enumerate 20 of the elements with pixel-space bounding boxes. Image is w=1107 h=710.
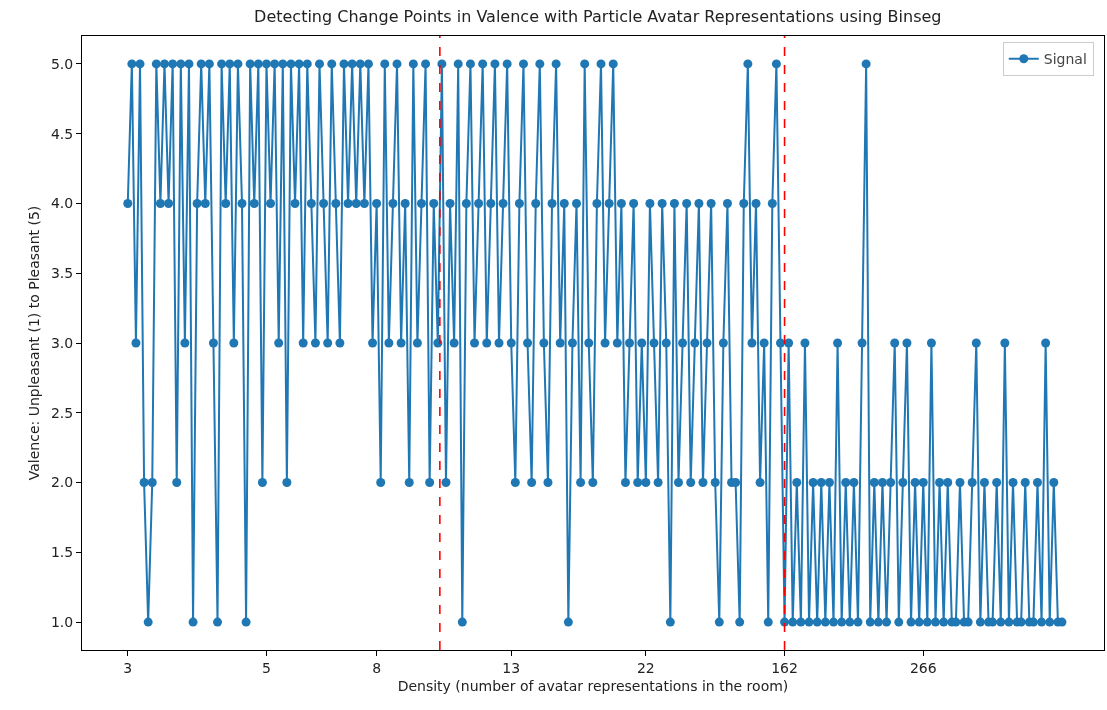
- y-tick-label: 4.0: [50, 195, 74, 212]
- x-tick-label: 5: [262, 659, 271, 676]
- x-tick-label: 8: [372, 659, 382, 676]
- legend-label: Signal: [1043, 51, 1087, 68]
- y-tick-label: 2.0: [50, 474, 74, 491]
- x-tick-label: 13: [502, 659, 521, 676]
- y-tick-label: 3.5: [50, 265, 74, 282]
- chart-title: Detecting Change Points in Valence with Particle Avatar Representations using Binseg: [254, 6, 942, 26]
- x-tick-label: 3: [123, 659, 133, 676]
- x-tick-label: 162: [771, 659, 798, 676]
- y-tick-label: 3.0: [50, 334, 74, 351]
- y-tick-label: 5.0: [50, 55, 74, 72]
- y-tick-label: 1.0: [50, 613, 74, 630]
- y-tick-label: 1.5: [50, 544, 74, 561]
- x-tick-label: 266: [909, 659, 937, 676]
- y-tick-label: 4.5: [50, 125, 74, 142]
- y-tick-label: 2.5: [50, 404, 74, 421]
- y-axis-title: Valence: Unpleasant (1) to Pleasant (5): [25, 205, 42, 481]
- x-axis-title: Density (number of avatar representations in the room): [397, 678, 789, 695]
- x-tick-label: 22: [636, 659, 655, 676]
